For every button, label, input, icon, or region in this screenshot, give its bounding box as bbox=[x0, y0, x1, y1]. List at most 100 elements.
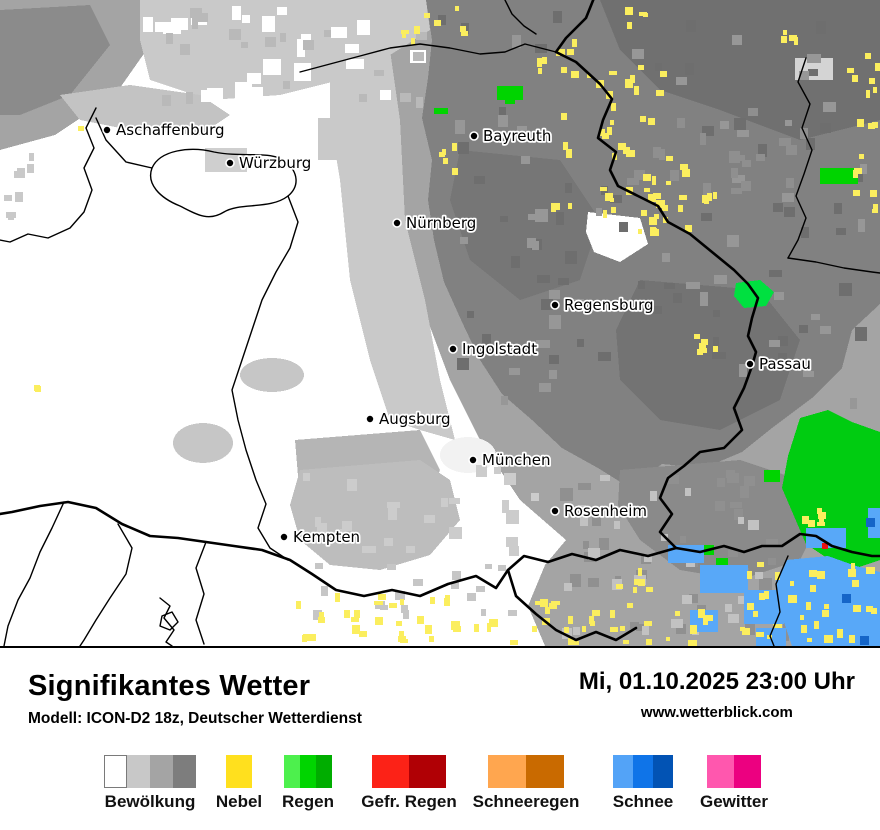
border-austria-west-3 bbox=[195, 541, 207, 645]
state-border-link bbox=[95, 117, 153, 169]
legend-color-cell bbox=[284, 755, 300, 788]
legend-swatch-row bbox=[104, 755, 196, 788]
precipitation-layer bbox=[434, 86, 880, 646]
legend-label: Gefr. Regen bbox=[361, 792, 457, 811]
legend-color-cell bbox=[300, 755, 316, 788]
legend-item-6: Gewitter bbox=[700, 755, 768, 811]
border-top-small bbox=[504, 0, 537, 35]
city-marker: Augsburg bbox=[365, 408, 452, 430]
city-dot bbox=[102, 125, 112, 135]
city-marker: Aschaffenburg bbox=[102, 119, 226, 141]
state-border-wuerzburg-loop bbox=[149, 148, 297, 218]
legend-color-cell bbox=[653, 755, 673, 788]
border-austria-west-1 bbox=[3, 501, 65, 646]
city-dot bbox=[365, 414, 375, 424]
city-label: Passau bbox=[759, 355, 811, 373]
info-bar: Signifikantes Wetter Modell: ICON-D2 18z… bbox=[0, 648, 880, 748]
city-dot bbox=[469, 131, 479, 141]
legend-item-3: Gefr. Regen bbox=[361, 755, 457, 811]
city-label: Augsburg bbox=[379, 410, 451, 428]
city-marker: Rosenheim bbox=[550, 500, 649, 522]
page-title: Signifikantes Wetter bbox=[28, 670, 311, 702]
state-border-west-1 bbox=[0, 107, 97, 243]
legend-swatch-row bbox=[226, 755, 252, 788]
city-dot bbox=[279, 532, 289, 542]
weather-map: Aschaffenburg Würzburg Bayreuth Nürnberg Reg… bbox=[0, 0, 880, 648]
cloud-layer bbox=[0, 0, 880, 646]
city-marker: Nürnberg bbox=[392, 212, 478, 234]
legend-swatch-row bbox=[372, 755, 446, 788]
city-marker: Kempten bbox=[279, 526, 362, 548]
legend-swatch-row bbox=[284, 755, 332, 788]
border-austria-west-2 bbox=[79, 523, 133, 646]
legend-label: Schnee bbox=[612, 792, 674, 811]
legend-color-cell bbox=[316, 755, 332, 788]
city-label: Bayreuth bbox=[483, 127, 551, 145]
legend-item-0: Bewölkung bbox=[104, 755, 196, 811]
legend-item-4: Schneeregen bbox=[473, 755, 579, 811]
border-germany-austria-south bbox=[0, 500, 678, 598]
city-marker: Regensburg bbox=[550, 294, 655, 316]
legend-color-cell bbox=[150, 755, 173, 788]
date-block: Mi, 01.10.2025 23:00 Uhr www.wetterblick… bbox=[579, 668, 855, 721]
city-label: Rosenheim bbox=[564, 502, 647, 520]
city-marker: Passau bbox=[745, 353, 813, 375]
legend-color-cell bbox=[734, 755, 761, 788]
legend-label: Nebel bbox=[215, 792, 263, 811]
freezing-rain-pixel bbox=[822, 543, 828, 549]
legend: Bewölkung Nebel Regen Gefr. Regen Schneerege… bbox=[0, 755, 880, 825]
legend-swatch-row bbox=[707, 755, 761, 788]
snow-area-southeast bbox=[776, 556, 880, 646]
legend-label: Bewölkung bbox=[104, 792, 196, 811]
city-dot bbox=[468, 455, 478, 465]
legend-swatch-row bbox=[488, 755, 564, 788]
state-border-north bbox=[299, 43, 557, 73]
legend-color-cell bbox=[526, 755, 564, 788]
city-label: Regensburg bbox=[564, 296, 654, 314]
city-dot bbox=[745, 359, 755, 369]
legend-color-cell bbox=[173, 755, 196, 788]
legend-swatch-row bbox=[613, 755, 673, 788]
legend-color-cell bbox=[488, 755, 526, 788]
legend-color-cell bbox=[127, 755, 150, 788]
city-label: Aschaffenburg bbox=[116, 121, 225, 139]
city-dot bbox=[448, 344, 458, 354]
city-dot bbox=[550, 506, 560, 516]
border-germany-czechia bbox=[554, 0, 760, 368]
legend-label: Gewitter bbox=[699, 792, 769, 811]
border-small-enclave bbox=[159, 597, 179, 646]
city-marker: Bayreuth bbox=[469, 125, 553, 147]
legend-label: Regen bbox=[282, 792, 334, 811]
border-layer bbox=[0, 0, 880, 646]
legend-color-cell bbox=[226, 755, 252, 788]
city-label: Nürnberg bbox=[406, 214, 476, 232]
border-czech-region bbox=[787, 57, 813, 259]
city-label: Würzburg bbox=[239, 154, 311, 172]
city-label: München bbox=[482, 451, 550, 469]
legend-item-1: Nebel bbox=[216, 755, 262, 811]
legend-color-cell bbox=[409, 755, 446, 788]
legend-color-cell bbox=[104, 755, 127, 788]
city-marker: Ingolstadt bbox=[448, 338, 539, 360]
forecast-datetime: Mi, 01.10.2025 23:00 Uhr bbox=[578, 668, 855, 695]
border-austria-tyrol-dip bbox=[506, 568, 638, 642]
city-dot bbox=[550, 300, 560, 310]
weather-map-canvas: Aschaffenburg Würzburg Bayreuth Nürnberg Reg… bbox=[0, 0, 880, 646]
legend-color-cell bbox=[633, 755, 653, 788]
state-border-west-2 bbox=[231, 195, 299, 561]
legend-color-cell bbox=[707, 755, 734, 788]
legend-color-cell bbox=[613, 755, 633, 788]
city-dot bbox=[392, 218, 402, 228]
city-label: Kempten bbox=[293, 528, 360, 546]
city-dot bbox=[225, 158, 235, 168]
legend-color-cell bbox=[372, 755, 409, 788]
city-label: Ingolstadt bbox=[462, 340, 537, 358]
legend-label: Schneeregen bbox=[472, 792, 580, 811]
city-marker: Würzburg bbox=[225, 152, 313, 174]
city-marker: München bbox=[468, 449, 552, 471]
website-url: www.wetterblick.com bbox=[640, 704, 793, 721]
legend-item-2: Regen bbox=[282, 755, 334, 811]
border-southeast-down bbox=[769, 555, 789, 646]
border-czech-austria bbox=[787, 257, 880, 274]
legend-item-5: Schnee bbox=[613, 755, 673, 811]
